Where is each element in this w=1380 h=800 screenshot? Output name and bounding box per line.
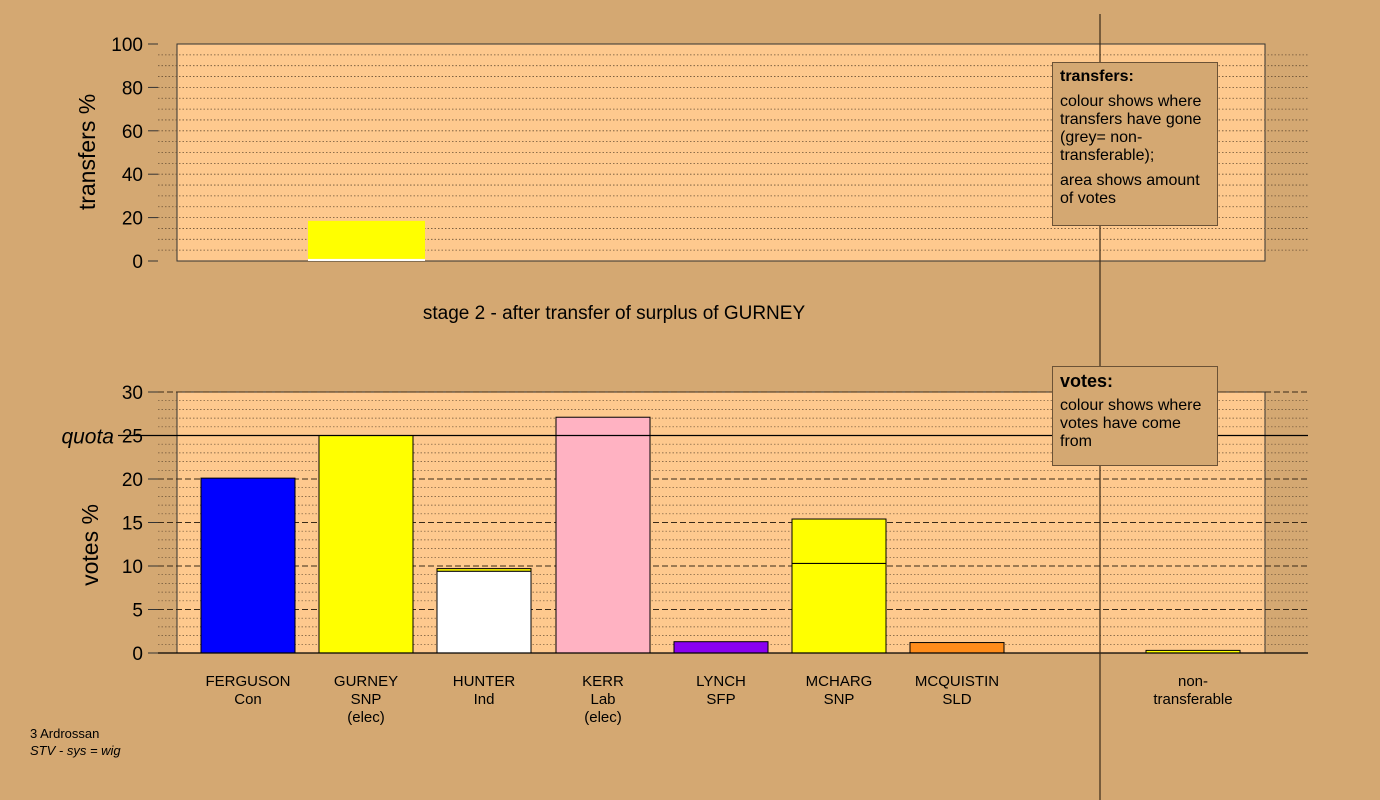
- candidate-name-label: HUNTER: [453, 673, 516, 690]
- transfers-y-axis-label: transfers %: [74, 94, 100, 210]
- candidate-name-label: FERGUSON: [205, 673, 290, 690]
- candidate-name-label: MCHARG: [806, 673, 873, 690]
- votes-legend-box: votes: colour shows where votes have com…: [1052, 366, 1218, 466]
- vote-bar-segment-hunter: [436, 570, 532, 654]
- votes-y-tick-label: 25: [122, 427, 143, 448]
- votes-y-tick-label: 5: [132, 601, 143, 622]
- candidate-party-label: transferable: [1153, 691, 1232, 708]
- vote-bar-segment-kerr: [555, 416, 651, 654]
- transfer-bar-segment: [308, 258, 425, 261]
- transfers-y-tick-label: 0: [132, 252, 143, 273]
- transfers-legend-box: transfers: colour shows where transfers …: [1052, 62, 1218, 226]
- vote-bar-segment-ferguson: [200, 477, 296, 654]
- candidate-party-label: SNP: [351, 691, 382, 708]
- vote-bar-segment-hunter: [436, 568, 532, 572]
- votes-legend-title: votes:: [1060, 371, 1114, 391]
- candidate-name-label: MCQUISTIN: [915, 673, 999, 690]
- candidate-party-label: Con: [234, 691, 262, 708]
- votes-y-axis-label: votes %: [77, 504, 103, 586]
- stage-caption: stage 2 - after transfer of surplus of G…: [423, 303, 806, 324]
- transfers-legend-text-2: area shows amount of votes: [1060, 172, 1200, 207]
- transfers-y-tick-label: 20: [122, 209, 143, 230]
- transfers-y-tick-label: 80: [122, 78, 143, 99]
- transfers-y-tick-label: 60: [122, 122, 143, 143]
- candidate-name-label: LYNCH: [696, 673, 746, 690]
- votes-y-tick-label: 30: [122, 383, 143, 404]
- votes-y-tick-label: 0: [132, 644, 143, 665]
- vote-bar-segment-mcharg: [791, 562, 887, 654]
- transfers-legend-text-1: colour shows where transfers have gone (…: [1060, 93, 1202, 164]
- candidate-status-label: (elec): [584, 709, 622, 726]
- candidate-party-label: SFP: [706, 691, 735, 708]
- candidate-name-label: KERR: [582, 673, 624, 690]
- vote-bar-segment-mcharg: [791, 518, 887, 564]
- candidate-status-label: (elec): [347, 709, 385, 726]
- candidate-party-label: Lab: [590, 691, 615, 708]
- candidate-party-label: SLD: [942, 691, 971, 708]
- vote-bar-segment-mcquistin: [909, 642, 1005, 654]
- vote-bar-segment-lynch: [673, 641, 769, 654]
- votes-legend-text: colour shows where votes have come from: [1060, 397, 1202, 450]
- candidate-name-label: non-: [1178, 673, 1208, 690]
- quota-label: quota: [61, 426, 114, 449]
- transfers-legend-title: transfers:: [1060, 68, 1134, 85]
- candidate-party-label: SNP: [824, 691, 855, 708]
- vote-bar-segment-gurney: [318, 435, 414, 654]
- candidate-name-label: GURNEY: [334, 673, 398, 690]
- candidate-party-label: Ind: [474, 691, 495, 708]
- system-label: STV - sys = wig: [30, 743, 121, 758]
- votes-y-tick-label: 10: [122, 557, 143, 578]
- transfer-bar-segment: [308, 220, 425, 259]
- chart-footer: 3 Ardrossan STV - sys = wig: [30, 725, 121, 759]
- votes-y-tick-label: 20: [122, 470, 143, 491]
- votes-y-tick-label: 15: [122, 514, 143, 535]
- area-name: 3 Ardrossan: [30, 726, 100, 741]
- transfers-y-tick-label: 100: [111, 35, 143, 56]
- transfers-y-tick-label: 40: [122, 165, 143, 186]
